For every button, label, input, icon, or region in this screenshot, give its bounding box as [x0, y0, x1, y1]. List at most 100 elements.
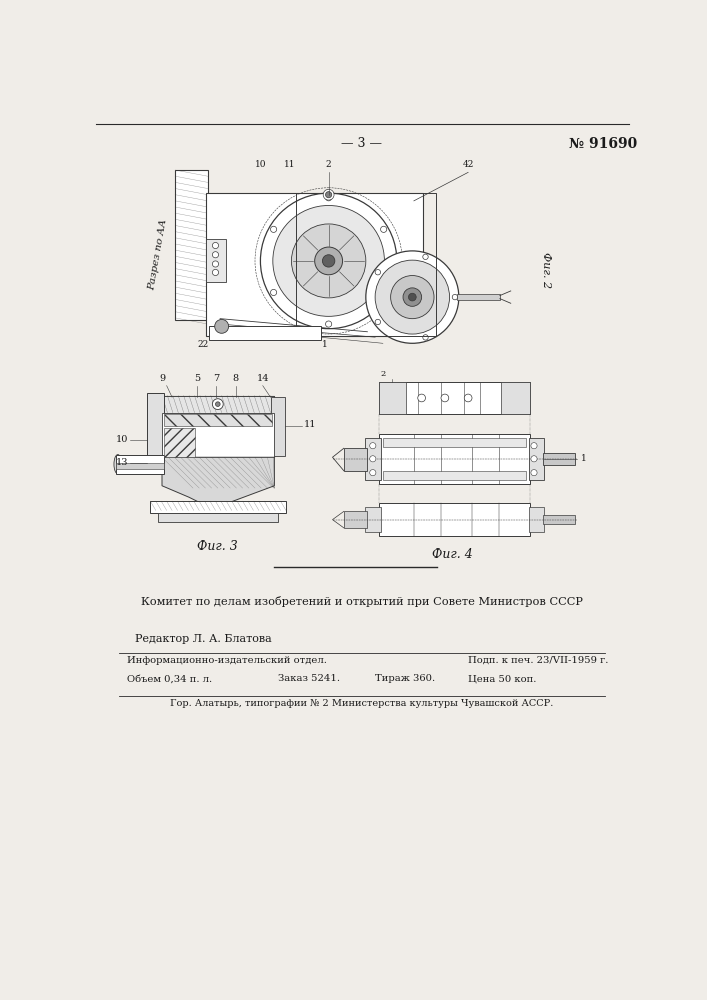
- Circle shape: [375, 270, 380, 275]
- Bar: [529, 507, 544, 532]
- Circle shape: [441, 394, 449, 402]
- Bar: [163, 428, 194, 457]
- Circle shape: [271, 289, 276, 296]
- Bar: [115, 455, 163, 474]
- Circle shape: [212, 269, 218, 276]
- Circle shape: [325, 321, 332, 327]
- Circle shape: [215, 319, 228, 333]
- Bar: [151, 501, 286, 513]
- Bar: [457, 294, 500, 300]
- Circle shape: [260, 193, 397, 329]
- Text: 14: 14: [257, 374, 269, 383]
- Bar: [344, 511, 368, 528]
- Circle shape: [403, 288, 421, 306]
- Text: 8: 8: [233, 374, 239, 383]
- Bar: [529, 438, 544, 480]
- Circle shape: [418, 394, 426, 402]
- Text: Подп. к печ. 23/VII-1959 г.: Подп. к печ. 23/VII-1959 г.: [468, 656, 609, 665]
- Circle shape: [423, 335, 428, 340]
- Bar: [379, 434, 530, 484]
- Ellipse shape: [114, 455, 122, 474]
- Circle shape: [291, 224, 366, 298]
- Bar: [271, 397, 285, 456]
- Text: 42: 42: [462, 160, 474, 169]
- Text: 13: 13: [116, 458, 129, 467]
- Text: Объем 0,34 п. л.: Объем 0,34 п. л.: [127, 674, 212, 683]
- Circle shape: [380, 226, 387, 232]
- Circle shape: [409, 293, 416, 301]
- Circle shape: [452, 294, 457, 300]
- Circle shape: [375, 260, 450, 334]
- Bar: [501, 382, 530, 414]
- Circle shape: [212, 242, 218, 249]
- Circle shape: [322, 255, 335, 267]
- Circle shape: [323, 189, 334, 200]
- Circle shape: [370, 456, 376, 462]
- Circle shape: [212, 252, 218, 258]
- Bar: [206, 239, 226, 282]
- Text: 7: 7: [213, 374, 219, 383]
- Bar: [344, 448, 368, 471]
- Bar: [158, 513, 279, 522]
- Bar: [379, 382, 406, 414]
- Circle shape: [531, 443, 537, 449]
- Bar: [163, 414, 272, 426]
- Circle shape: [315, 247, 343, 275]
- Text: — 3 —: — 3 —: [341, 137, 382, 150]
- Text: Фиг. 3: Фиг. 3: [197, 540, 238, 553]
- Circle shape: [464, 394, 472, 402]
- Text: Фиг. 4: Фиг. 4: [432, 548, 473, 561]
- Text: Комитет по делам изобретений и открытий при Совете Министров СССР: Комитет по делам изобретений и открытий …: [141, 596, 583, 607]
- Text: 1: 1: [580, 454, 586, 463]
- Circle shape: [216, 402, 220, 406]
- Text: 10: 10: [255, 160, 266, 169]
- Bar: [365, 507, 380, 532]
- Text: Информационно-издательский отдел.: Информационно-издательский отдел.: [127, 656, 327, 665]
- Text: 2: 2: [326, 160, 332, 169]
- Text: 22: 22: [197, 340, 209, 349]
- Text: Цена 50 коп.: Цена 50 коп.: [468, 674, 537, 683]
- Circle shape: [375, 319, 380, 325]
- Text: Тираж 360.: Тираж 360.: [375, 674, 436, 683]
- Bar: [162, 396, 274, 413]
- Bar: [383, 471, 526, 480]
- Circle shape: [273, 205, 385, 316]
- Circle shape: [423, 254, 428, 260]
- Bar: [542, 453, 575, 465]
- Polygon shape: [162, 457, 274, 509]
- Circle shape: [325, 195, 332, 201]
- Bar: [209, 326, 321, 340]
- Circle shape: [380, 289, 387, 296]
- Bar: [379, 382, 530, 414]
- Text: 11: 11: [304, 420, 316, 429]
- Circle shape: [325, 192, 332, 198]
- Bar: [162, 396, 274, 457]
- Text: 1: 1: [322, 340, 327, 349]
- Text: Заказ 5241.: Заказ 5241.: [279, 674, 340, 683]
- Bar: [115, 463, 163, 469]
- Bar: [146, 393, 163, 461]
- Bar: [379, 503, 530, 536]
- Text: 9: 9: [159, 374, 165, 383]
- Bar: [383, 438, 526, 447]
- Text: Фиг. 2: Фиг. 2: [541, 252, 551, 288]
- Bar: [206, 193, 423, 336]
- Bar: [175, 170, 208, 320]
- Circle shape: [531, 470, 537, 476]
- Text: 10: 10: [116, 435, 129, 444]
- Circle shape: [370, 470, 376, 476]
- Circle shape: [531, 456, 537, 462]
- Circle shape: [391, 276, 434, 319]
- Circle shape: [212, 399, 223, 410]
- Text: 11: 11: [284, 160, 296, 169]
- Circle shape: [366, 251, 459, 343]
- Circle shape: [271, 226, 276, 232]
- Circle shape: [212, 261, 218, 267]
- Text: 5: 5: [194, 374, 200, 383]
- Bar: [296, 193, 436, 336]
- Text: № 91690: № 91690: [569, 137, 637, 151]
- Text: Редактор Л. А. Блатова: Редактор Л. А. Блатова: [135, 634, 271, 644]
- Bar: [365, 438, 380, 480]
- Text: 2: 2: [380, 370, 385, 378]
- Circle shape: [370, 443, 376, 449]
